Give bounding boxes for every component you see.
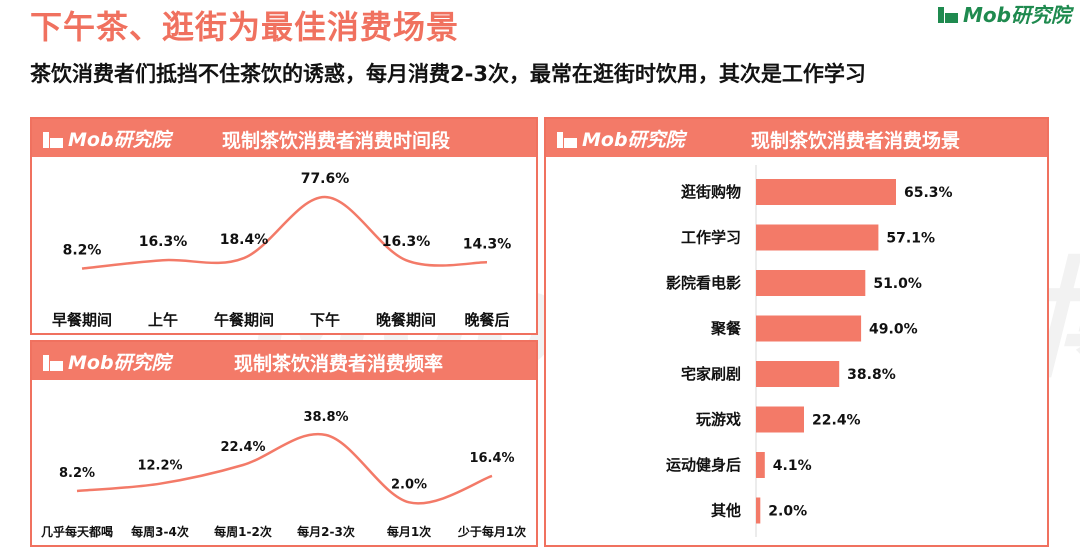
chart-logo-icon — [557, 132, 577, 148]
bar — [756, 179, 896, 205]
brand-logo: Mob研究院 — [937, 0, 1071, 27]
panel-title: 现制茶饮消费者消费时间段 — [222, 130, 451, 152]
data-label: 16.3% — [382, 234, 431, 250]
data-label: 2.0% — [768, 504, 807, 520]
page-title: 下午茶、逛街为最佳消费场景 — [30, 8, 460, 46]
data-label: 77.6% — [301, 171, 350, 187]
panel-title: 现制茶饮消费者消费频率 — [234, 353, 444, 375]
data-label: 38.8% — [303, 410, 348, 425]
data-label: 4.1% — [773, 458, 812, 474]
chart-logo-icon — [43, 132, 63, 148]
x-tick-label: 每月1次 — [387, 524, 431, 539]
scene-panel: Mob研究院 现制茶饮消费者消费场景 逛街购物 65.3% 工作学习 57.1% 影院看… — [544, 117, 1049, 547]
y-tick-label: 逛街购物 — [681, 183, 741, 201]
bar — [756, 224, 879, 251]
y-tick-label: 影院看电影 — [666, 274, 741, 292]
panel-logo-text: Mob研究院 — [582, 128, 685, 151]
data-label: 65.3% — [904, 185, 953, 201]
x-tick-label: 晚餐后 — [464, 311, 509, 329]
data-label: 49.0% — [869, 322, 918, 338]
x-tick-label: 下午 — [310, 311, 340, 329]
panel-header: Mob研究院 现制茶饮消费者消费时间段 — [32, 119, 536, 157]
panel-logo-text: Mob研究院 — [68, 128, 171, 151]
series-line — [76, 432, 493, 505]
x-tick-label: 少于每月1次 — [457, 524, 526, 539]
x-tick-label: 每周1-2次 — [214, 524, 272, 539]
x-tick-label: 上午 — [148, 311, 178, 329]
time-line-chart: 8.2% 16.3% 18.4% 77.6% 16.3% 14.3% 早餐期间 上午 午餐期间 下… — [52, 171, 512, 329]
y-tick-label: 工作学习 — [681, 229, 741, 247]
data-label: 22.4% — [812, 413, 861, 429]
data-label: 38.8% — [847, 367, 896, 383]
data-label: 16.4% — [469, 451, 514, 466]
data-label: 2.0% — [391, 477, 427, 492]
y-tick-label: 其他 — [711, 502, 741, 520]
panel-logo-text: Mob研究院 — [68, 351, 171, 374]
chart-logo-icon — [938, 7, 958, 23]
panel-title: 现制茶饮消费者消费场景 — [751, 130, 961, 152]
panel-logo: Mob研究院 — [556, 124, 685, 152]
data-label: 57.1% — [886, 231, 935, 247]
bar — [756, 497, 761, 524]
series-line — [81, 195, 488, 270]
frequency-line-chart: 8.2% 12.2% 22.4% 38.8% 2.0% 16.4% 几乎每天都喝 每周3-4次… — [41, 410, 526, 539]
bar — [756, 315, 862, 342]
data-label: 12.2% — [137, 459, 182, 474]
data-label: 16.3% — [139, 234, 188, 250]
x-tick-label: 每周3-4次 — [131, 524, 189, 539]
panel-logo: Mob研究院 — [42, 124, 171, 152]
bar — [756, 361, 840, 387]
page-subtitle: 茶饮消费者们抵挡不住茶饮的诱惑，每月消费2-3次，最常在逛街时饮用，其次是工作学… — [30, 62, 866, 86]
scene-bar-chart: 逛街购物 65.3% 工作学习 57.1% 影院看电影 51.0% 聚餐 49.0% 宅家刷剧 3… — [666, 165, 953, 537]
data-label: 14.3% — [463, 236, 512, 252]
x-tick-label: 早餐期间 — [52, 311, 112, 329]
frequency-panel: Mob研究院 现制茶饮消费者消费频率 8.2% 12.2% 22.4% 38.8% 2.… — [30, 340, 538, 547]
panel-logo: Mob研究院 — [42, 347, 171, 375]
y-tick-label: 运动健身后 — [666, 456, 741, 474]
data-label: 18.4% — [220, 232, 269, 248]
panel-header: Mob研究院 现制茶饮消费者消费频率 — [32, 342, 536, 380]
time-panel: Mob研究院 现制茶饮消费者消费时间段 8.2% 16.3% 18.4% 77.6% 1… — [30, 117, 538, 335]
y-tick-label: 宅家刷剧 — [681, 365, 741, 383]
data-label: 51.0% — [873, 276, 922, 292]
data-label: 8.2% — [59, 466, 95, 481]
panel-header: Mob研究院 现制茶饮消费者消费场景 — [546, 119, 1047, 157]
x-tick-label: 午餐期间 — [214, 311, 274, 329]
chart-logo-icon — [43, 355, 63, 371]
bar — [756, 406, 804, 433]
y-tick-label: 聚餐 — [710, 320, 742, 338]
x-tick-label: 晚餐期间 — [376, 311, 436, 329]
bar — [756, 270, 866, 296]
data-label: 8.2% — [63, 243, 102, 259]
brand-logo-text: Mob研究院 — [963, 2, 1071, 27]
data-label: 22.4% — [220, 440, 265, 455]
x-tick-label: 每月2-3次 — [297, 524, 355, 539]
bar — [756, 452, 765, 478]
x-tick-label: 几乎每天都喝 — [41, 524, 113, 539]
y-tick-label: 玩游戏 — [696, 411, 741, 429]
